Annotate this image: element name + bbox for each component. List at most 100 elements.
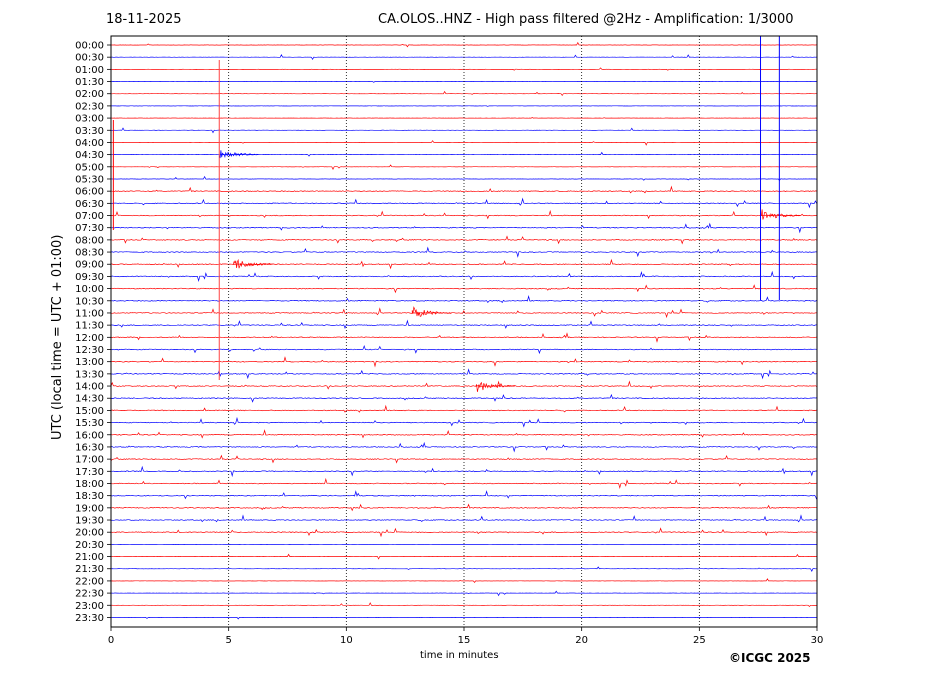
y-tick-label: 21:00	[75, 552, 104, 563]
trace-2300	[110, 602, 817, 607]
y-tick-label: 02:30	[75, 101, 104, 112]
x-tick-label: 25	[693, 635, 706, 646]
trace-0000	[111, 41, 817, 48]
y-tick-label: 03:00	[75, 114, 104, 125]
event-trace-4	[475, 381, 516, 392]
trace-1900	[110, 503, 817, 512]
y-tick-label: 17:00	[75, 455, 104, 466]
y-tick-label: 13:30	[75, 369, 104, 380]
trace-1430	[110, 393, 817, 403]
y-tick-label: 05:30	[75, 174, 104, 185]
trace-0330	[111, 127, 817, 134]
grid-lines	[228, 36, 700, 627]
event-trace-3	[411, 306, 452, 317]
trace-2330	[111, 616, 817, 620]
trace-0500	[110, 164, 817, 170]
y-tick-label: 12:00	[75, 333, 104, 344]
y-tick-label: 22:00	[75, 576, 104, 587]
trace-1300	[110, 356, 817, 368]
trace-1400	[110, 380, 817, 390]
y-tick-label: 18:00	[75, 479, 104, 490]
y-tick-label: 23:00	[75, 601, 104, 612]
x-tick-label: 15	[458, 635, 471, 646]
trace-0800	[110, 235, 817, 245]
event-trace-2	[233, 258, 273, 269]
trace-1130	[110, 319, 817, 329]
y-tick-label: 14:30	[75, 394, 104, 405]
trace-2130	[110, 566, 817, 573]
trace-1200	[110, 332, 817, 343]
trace-1330	[110, 368, 817, 380]
trace-2100	[110, 553, 817, 560]
y-tick-label: 16:30	[75, 442, 104, 453]
y-tick-label: 17:30	[75, 467, 104, 478]
trace-1700	[110, 454, 817, 464]
y-tick-label: 09:30	[75, 272, 104, 283]
trace-1030	[110, 295, 817, 304]
trace-0300	[110, 117, 817, 119]
y-tick-label: 05:00	[75, 162, 104, 173]
y-tick-label: 14:00	[75, 382, 104, 393]
trace-1230	[110, 344, 817, 355]
trace-1830	[110, 490, 817, 500]
trace-2000	[110, 527, 817, 538]
trace-0200	[110, 90, 817, 97]
y-tick-label: 11:30	[75, 321, 104, 332]
chart-date: 18-11-2025	[106, 12, 182, 27]
y-tick-label: 08:00	[75, 235, 104, 246]
trace-2030	[110, 543, 817, 545]
y-tick-label: 20:30	[75, 540, 104, 551]
copyright-text: ©ICGC 2025	[729, 651, 811, 665]
y-tick-label: 01:00	[75, 65, 104, 76]
chart-title: CA.OLOS..HNZ - High pass filtered @2Hz -…	[378, 12, 794, 27]
y-tick-label: 16:00	[75, 430, 104, 441]
event-trace-1	[760, 209, 801, 220]
y-tick-label: 08:30	[75, 248, 104, 259]
trace-0700	[110, 209, 817, 220]
trace-1100	[110, 307, 817, 319]
y-tick-label: 11:00	[75, 308, 104, 319]
trace-2200	[110, 578, 817, 583]
trace-2230	[111, 590, 817, 597]
y-tick-label: 04:30	[75, 150, 104, 161]
trace-0530	[110, 175, 817, 181]
y-tick-label: 09:00	[75, 260, 104, 271]
y-tick-label: 10:00	[75, 284, 104, 295]
y-tick-label: 18:30	[75, 491, 104, 502]
trace-1500	[110, 404, 817, 413]
trace-1600	[110, 429, 817, 439]
y-tick-label: 07:30	[75, 223, 104, 234]
trace-0930	[110, 270, 817, 283]
y-tick-label: 20:00	[75, 528, 104, 539]
plot-frame	[110, 35, 818, 628]
y-tick-label: 22:30	[75, 589, 104, 600]
y-tick-label: 07:00	[75, 211, 104, 222]
y-tick-label: 06:30	[75, 199, 104, 210]
x-tick-label: 0	[108, 635, 114, 646]
y-tick-label: 19:00	[75, 503, 104, 514]
y-tick-label: 15:30	[75, 418, 104, 429]
x-tick-label: 30	[811, 635, 824, 646]
trace-0630	[110, 197, 817, 209]
y-tick-label: 06:00	[75, 187, 104, 198]
trace-1530	[111, 416, 817, 428]
y-tick-label: 00:30	[75, 53, 104, 64]
y-tick-label: 12:30	[75, 345, 104, 356]
y-tick-label: 15:00	[75, 406, 104, 417]
y-tick-label: 23:30	[75, 613, 104, 624]
y-tick-label: 13:00	[75, 357, 104, 368]
y-tick-label: 10:30	[75, 296, 104, 307]
x-tick-label: 5	[225, 635, 231, 646]
trace-0900	[110, 258, 817, 270]
trace-0730	[110, 222, 817, 234]
x-tick-label: 20	[575, 635, 588, 646]
y-tick-label: 04:00	[75, 138, 104, 149]
y-tick-label: 03:30	[75, 126, 104, 137]
x-axis-label: time in minutes	[420, 650, 499, 661]
trace-1730	[110, 465, 817, 478]
y-tick-label: 19:30	[75, 516, 104, 527]
y-tick-label: 00:00	[75, 41, 104, 52]
y-tick-label: 01:30	[75, 77, 104, 88]
